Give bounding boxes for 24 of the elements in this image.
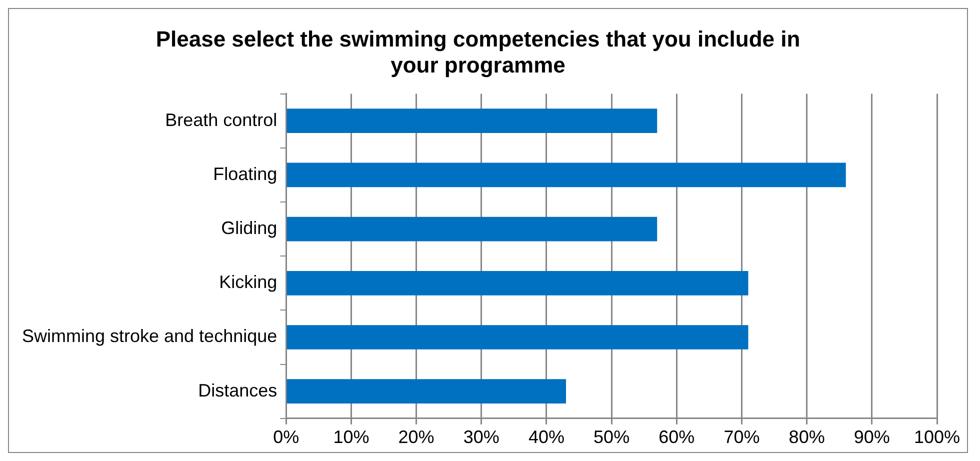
x-tick-label: 60% (658, 427, 695, 448)
y-tick-label: Kicking (219, 272, 278, 292)
bar (286, 325, 748, 350)
bar (286, 379, 566, 404)
chart-title: Please select the swimming competencies that you include in your programme (156, 26, 800, 78)
x-tick-label: 90% (854, 427, 890, 448)
x-tick-label: 70% (724, 427, 760, 448)
x-tick-label: 10% (333, 427, 370, 448)
y-tick-label: Floating (213, 164, 278, 184)
y-tick-label: Breath control (165, 110, 278, 130)
bar (286, 270, 748, 296)
bar (286, 108, 658, 134)
x-tick-label: 80% (788, 427, 825, 448)
y-tick-label: Distances (198, 380, 278, 400)
x-tick-label: 50% (594, 427, 630, 448)
x-tick-label: 30% (463, 427, 500, 448)
bar (286, 216, 658, 242)
y-tick-label: Gliding (221, 218, 278, 238)
x-tick-label: 20% (398, 427, 434, 448)
y-tick-label: Swimming stroke and technique (22, 326, 278, 346)
x-tick-label: 40% (528, 427, 564, 448)
x-tick-label: 0% (273, 427, 300, 448)
x-tick-label: 100% (914, 427, 960, 448)
bar (286, 162, 846, 188)
